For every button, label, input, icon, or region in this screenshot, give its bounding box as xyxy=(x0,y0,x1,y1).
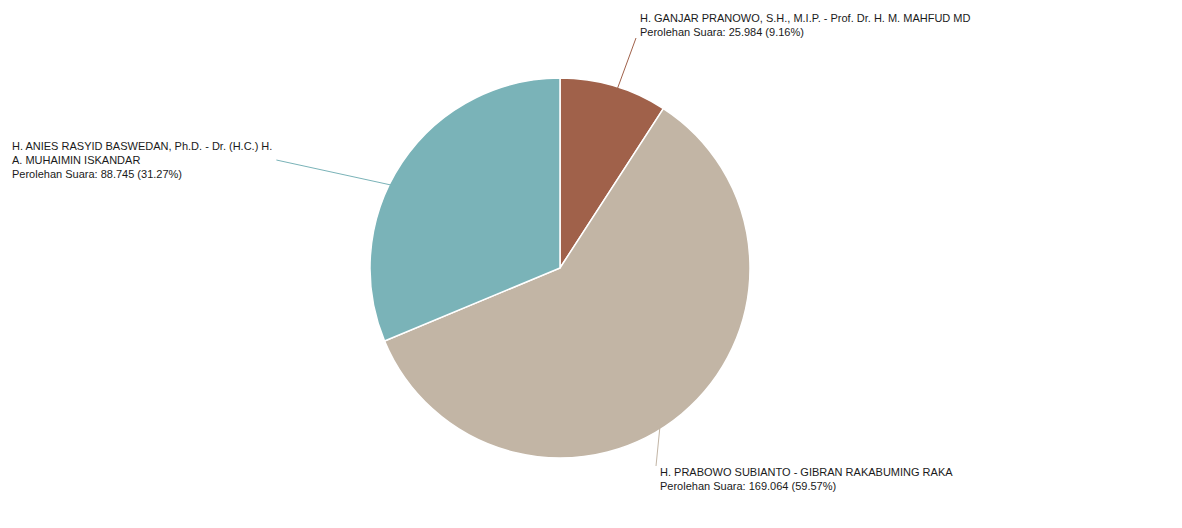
chart: H. GANJAR PRANOWO, S.H., M.I.P. - Prof. … xyxy=(0,0,1182,528)
leader-line xyxy=(276,160,457,199)
slice-label: H. GANJAR PRANOWO, S.H., M.I.P. - Prof. … xyxy=(640,12,970,38)
slice-value-label: Perolehan Suara: 169.064 (59.57%) xyxy=(660,480,836,492)
slice-name-line: H. ANIES RASYID BASWEDAN, Ph.D. - Dr. (H… xyxy=(12,140,272,152)
slice-label: H. PRABOWO SUBIANTO - GIBRAN RAKABUMING … xyxy=(660,466,953,492)
slices xyxy=(370,78,750,458)
background xyxy=(0,0,1182,528)
slice-label: H. ANIES RASYID BASWEDAN, Ph.D. - Dr. (H… xyxy=(12,140,272,180)
labels: H. GANJAR PRANOWO, S.H., M.I.P. - Prof. … xyxy=(12,12,970,492)
slice-name: H. GANJAR PRANOWO, S.H., M.I.P. - Prof. … xyxy=(640,12,970,24)
slice-value-label: Perolehan Suara: 25.984 (9.16%) xyxy=(640,26,804,38)
slice-name: H. ANIES RASYID BASWEDAN, Ph.D. - Dr. (H… xyxy=(12,140,272,166)
slice-name-line: H. PRABOWO SUBIANTO - GIBRAN RAKABUMING … xyxy=(660,466,953,478)
slice-name-line: H. GANJAR PRANOWO, S.H., M.I.P. - Prof. … xyxy=(640,12,970,24)
pie-slice xyxy=(370,78,560,341)
slice-name-line: A. MUHAIMIN ISKANDAR xyxy=(12,154,140,166)
slice-value-label: Perolehan Suara: 88.745 (31.27%) xyxy=(12,168,182,180)
slice-name: H. PRABOWO SUBIANTO - GIBRAN RAKABUMING … xyxy=(660,466,953,478)
leader-line xyxy=(595,38,636,150)
leader-line xyxy=(656,392,663,466)
